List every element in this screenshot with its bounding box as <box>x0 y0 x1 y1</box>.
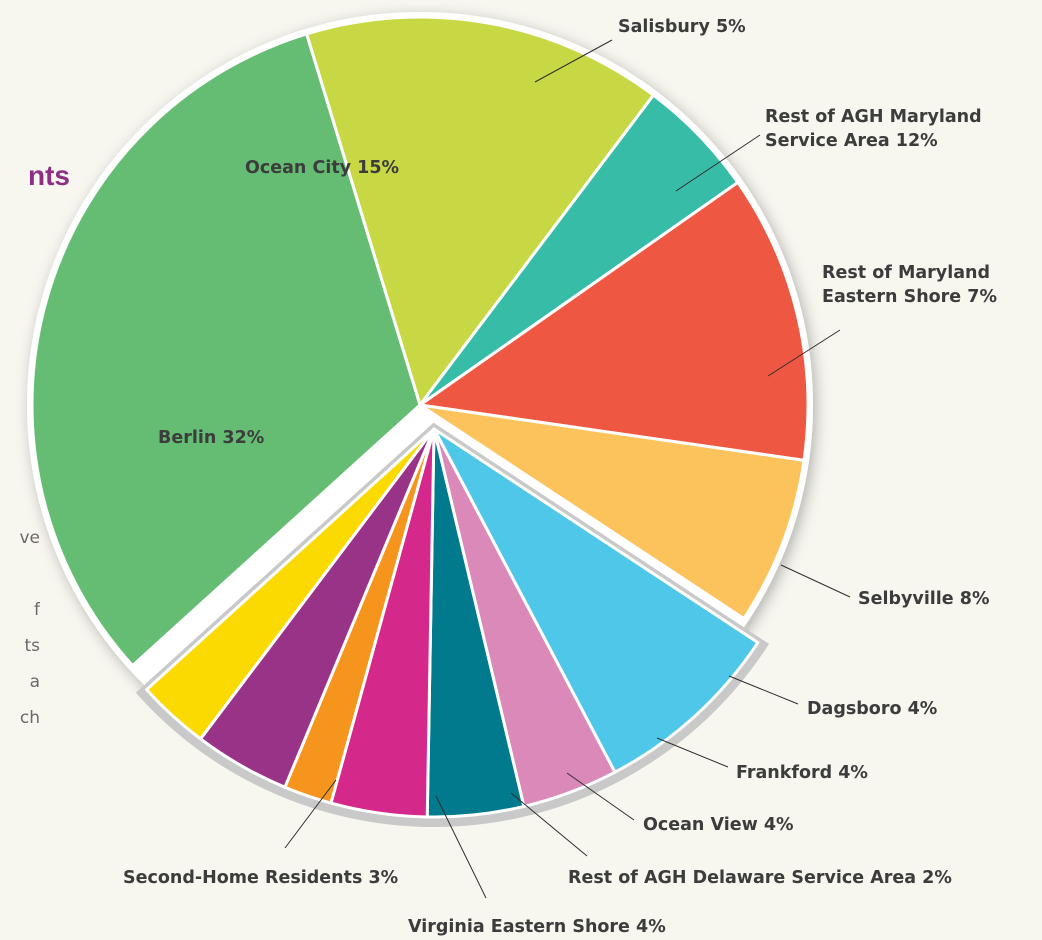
clipped-paragraph-line: f <box>34 600 40 620</box>
slice-label: Rest of AGH Delaware Service Area 2% <box>568 868 952 888</box>
pie-slice-ocean-city <box>305 15 655 407</box>
pie-slice-rest-of-agh-maryland-service-area <box>418 180 810 462</box>
clipped-paragraph-line: a <box>29 672 40 692</box>
leader-line <box>435 795 487 899</box>
slice-label: Service Area 12% <box>765 131 938 151</box>
clipped-paragraph-fragment: ve f ts a ch <box>0 520 40 736</box>
slice-label: Second-Home Residents 3% <box>123 868 398 888</box>
leader-line <box>767 329 841 377</box>
clipped-heading-fragment: nts <box>28 160 70 191</box>
slice-label: Rest of Maryland <box>822 263 990 283</box>
leader-line <box>728 675 799 705</box>
leader-line <box>780 564 851 598</box>
slice-labels: Ocean City 15% Salisbury 5% Rest of AGH Ma… <box>123 17 997 937</box>
pie-slices <box>27 12 813 828</box>
pie-slice-second-home-residents <box>145 427 436 741</box>
pie-slice-selbyville <box>432 427 760 774</box>
pie-slice-berlin <box>30 32 422 668</box>
leader-line <box>675 134 761 192</box>
slice-label: Frankford 4% <box>736 763 868 783</box>
leader-lines <box>284 39 851 899</box>
slice-label: Eastern Shore 7% <box>822 287 997 307</box>
clipped-paragraph-line: ch <box>19 708 40 728</box>
pie-slice-rest-of-maryland-eastern-shore <box>418 403 806 621</box>
slice-label: Ocean City 15% <box>245 158 399 178</box>
leader-line <box>656 737 729 768</box>
leader-line <box>566 772 635 821</box>
clipped-paragraph-line: ts <box>24 636 40 656</box>
leader-line <box>534 39 613 83</box>
slice-label: Rest of AGH Maryland <box>765 107 982 127</box>
slice-label: Berlin 32% <box>158 428 264 448</box>
leader-line <box>510 792 588 857</box>
clipped-paragraph-line: ve <box>19 528 40 548</box>
slice-label: Selbyville 8% <box>858 589 989 609</box>
leader-line <box>284 779 337 849</box>
slice-label: Dagsboro 4% <box>807 699 937 719</box>
slice-label: Virginia Eastern Shore 4% <box>408 917 666 937</box>
slice-label: Salisbury 5% <box>618 17 746 37</box>
slice-label: Ocean View 4% <box>643 815 794 835</box>
